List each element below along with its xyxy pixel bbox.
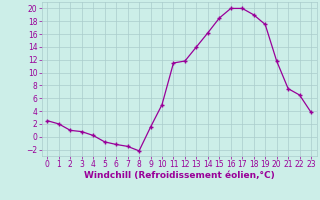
X-axis label: Windchill (Refroidissement éolien,°C): Windchill (Refroidissement éolien,°C) — [84, 171, 275, 180]
